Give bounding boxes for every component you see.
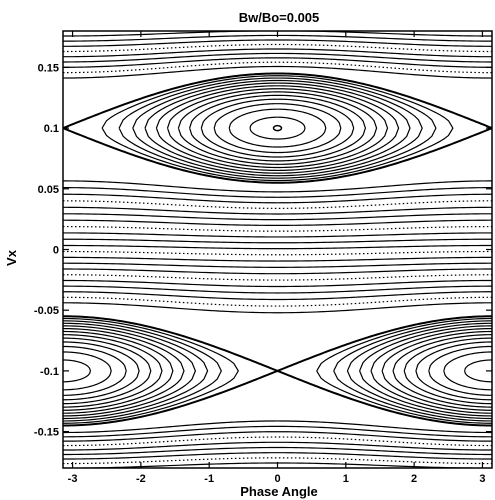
trapped-orbit bbox=[249, 116, 306, 140]
passing-orbit bbox=[63, 302, 492, 314]
trapped-orbit bbox=[464, 359, 492, 383]
trapped-orbit bbox=[428, 345, 492, 396]
passing-orbit bbox=[63, 274, 492, 281]
trapped-orbit bbox=[63, 320, 222, 422]
x-tick-label: -2 bbox=[136, 473, 146, 485]
trapped-orbit bbox=[370, 327, 492, 414]
passing-orbit bbox=[63, 187, 492, 198]
axes: -3 -2 -1 0 1 2 3 -0.15 -0.1 -0.05 0 0.05 0.1 0.15 bbox=[34, 30, 493, 485]
trapped-orbit bbox=[346, 322, 492, 420]
passing-orbit bbox=[63, 213, 492, 221]
trapped-orbit bbox=[101, 75, 454, 182]
trapped-orbit bbox=[443, 351, 492, 391]
chart-title: Bw/Bo=0.005 bbox=[239, 10, 320, 25]
plot-area bbox=[63, 31, 492, 468]
trapped-orbit bbox=[63, 345, 127, 396]
separatrix bbox=[63, 369, 492, 427]
passing-orbit bbox=[63, 225, 492, 232]
x-tick-label: 2 bbox=[411, 473, 417, 485]
passing-orbit bbox=[63, 31, 492, 37]
y-tick-label: 0.1 bbox=[44, 123, 59, 135]
x-tick-label: 0 bbox=[274, 473, 280, 485]
y-tick-label: 0 bbox=[53, 245, 59, 257]
passing-orbit bbox=[63, 61, 492, 74]
passing-orbit bbox=[63, 285, 492, 294]
passing-orbit bbox=[63, 57, 492, 68]
y-tick-label: -0.05 bbox=[34, 305, 59, 317]
passing-orbit bbox=[63, 238, 492, 244]
passing-orbit bbox=[63, 232, 492, 238]
trapped-orbit bbox=[63, 351, 112, 391]
trapped-orbit bbox=[415, 341, 492, 401]
passing-orbit bbox=[63, 250, 492, 256]
passing-orbit bbox=[63, 52, 492, 63]
trapped-orbit bbox=[63, 327, 185, 414]
passing-orbit bbox=[63, 244, 492, 250]
y-tick-label: -0.1 bbox=[40, 366, 59, 378]
trapped-orbit bbox=[316, 317, 492, 424]
passing-orbit bbox=[63, 425, 492, 438]
island-center-marker bbox=[272, 124, 283, 132]
trapped-orbit bbox=[177, 91, 378, 165]
trapped-orbit bbox=[118, 77, 437, 179]
passing-orbit bbox=[63, 219, 492, 226]
separatrix bbox=[63, 127, 492, 184]
trapped-orbit bbox=[63, 330, 174, 411]
trapped-orbit bbox=[63, 341, 140, 401]
trapped-orbit bbox=[333, 320, 492, 422]
passing-orbit bbox=[63, 256, 492, 262]
trapped-orbit bbox=[200, 98, 355, 158]
trapped-orbit bbox=[63, 334, 163, 408]
trapped-orbit bbox=[392, 334, 492, 408]
passing-orbit bbox=[63, 206, 492, 215]
passing-orbit bbox=[63, 262, 492, 268]
passing-orbit bbox=[63, 65, 492, 79]
passing-orbit bbox=[63, 48, 492, 58]
passing-orbit bbox=[63, 452, 492, 460]
passing-orbit bbox=[63, 180, 492, 193]
passing-orbit bbox=[63, 200, 492, 209]
trapped-orbit bbox=[63, 317, 239, 424]
trapped-orbit bbox=[403, 337, 492, 405]
y-tick-label: 0.15 bbox=[38, 62, 59, 74]
passing-orbit bbox=[63, 446, 492, 456]
x-tick-label: 3 bbox=[479, 473, 485, 485]
trapped-orbit bbox=[63, 337, 152, 405]
trapped-orbit bbox=[381, 330, 492, 411]
trapped-orbit bbox=[166, 88, 389, 169]
separatrix bbox=[63, 72, 492, 129]
x-tick-label: 1 bbox=[343, 473, 349, 485]
trapped-orbit bbox=[359, 325, 492, 417]
trapped-orbit bbox=[63, 322, 209, 420]
passing-orbit bbox=[63, 441, 492, 451]
trapped-orbit bbox=[63, 359, 92, 383]
plot-frame bbox=[62, 30, 493, 469]
passing-orbit bbox=[63, 420, 492, 434]
passing-orbit bbox=[63, 291, 492, 301]
trajectory-group bbox=[63, 31, 492, 468]
trapped-orbit bbox=[228, 108, 327, 148]
passing-orbit bbox=[63, 431, 492, 442]
x-tick-label: -1 bbox=[204, 473, 214, 485]
y-axis-label: Vx bbox=[4, 249, 19, 266]
trapped-orbit bbox=[189, 94, 367, 162]
x-tick-label: -3 bbox=[68, 473, 78, 485]
trapped-orbit bbox=[155, 85, 400, 172]
trapped-orbit bbox=[63, 325, 197, 417]
y-tick-label: -0.15 bbox=[34, 427, 59, 439]
y-tick-label: 0.05 bbox=[38, 184, 59, 196]
passing-orbit bbox=[63, 279, 492, 288]
passing-orbit bbox=[63, 193, 492, 204]
trapped-orbit bbox=[213, 103, 342, 154]
trapped-orbit bbox=[132, 79, 423, 177]
x-axis-label: Phase Angle bbox=[240, 484, 318, 499]
passing-orbit bbox=[63, 436, 492, 447]
passing-orbit bbox=[63, 268, 492, 275]
passing-orbit bbox=[63, 39, 492, 47]
trapped-orbit bbox=[144, 82, 411, 174]
